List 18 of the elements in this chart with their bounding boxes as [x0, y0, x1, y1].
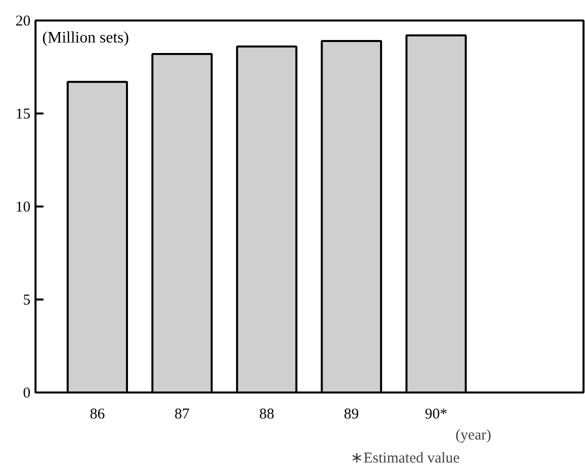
- bar: [236, 46, 298, 392]
- bar: [405, 34, 467, 392]
- bar: [66, 80, 128, 392]
- bar: [151, 52, 213, 392]
- bar: [320, 40, 382, 392]
- y-tick-label: 0: [23, 386, 30, 402]
- x-tick-label: 87: [174, 406, 190, 422]
- y-tick-label: 15: [16, 106, 30, 122]
- y-axis-title: (Million sets): [42, 30, 129, 46]
- x-tick-label: 86: [90, 406, 106, 422]
- x-tick-label: 90*: [424, 406, 448, 422]
- y-tick-label: 10: [16, 200, 30, 216]
- text: ∗Estimated value: [350, 450, 460, 466]
- y-tick-label: 20: [16, 14, 30, 30]
- y-tick-label: 5: [23, 292, 30, 308]
- x-tick-label: 88: [259, 406, 274, 422]
- x-axis-title: (year): [456, 428, 492, 444]
- x-tick-label: 89: [344, 406, 359, 422]
